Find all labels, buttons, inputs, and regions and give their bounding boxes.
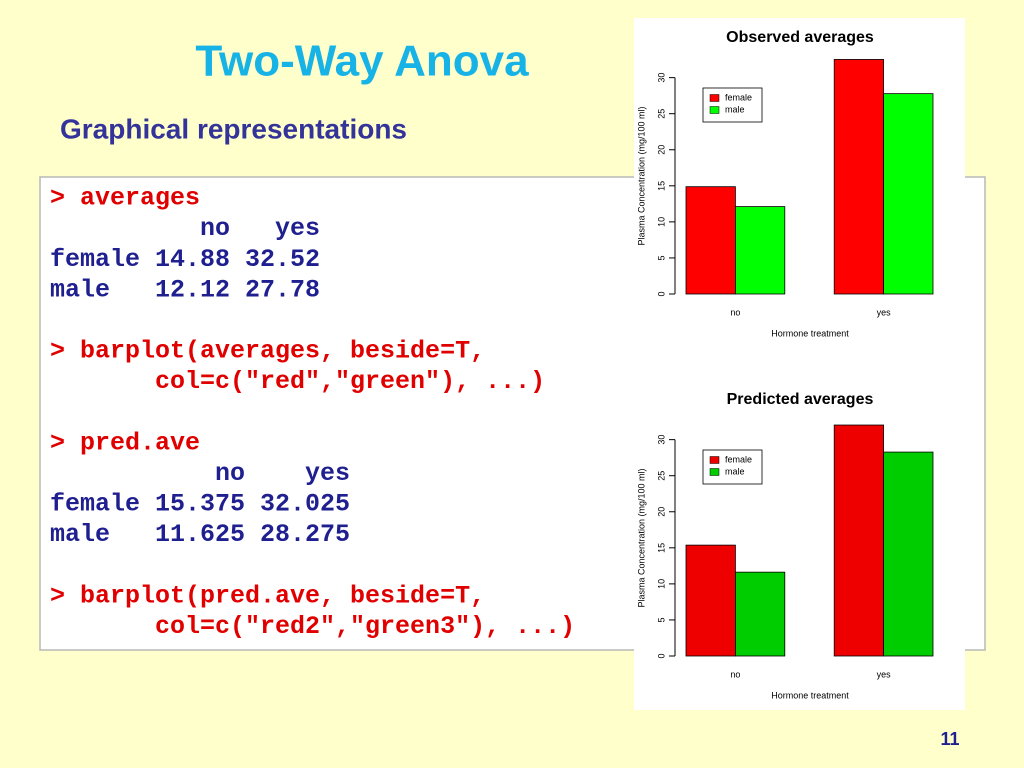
y-tick-label: 30 xyxy=(656,435,666,445)
y-tick-label: 20 xyxy=(656,145,666,155)
code-line: col=c("red2","green3"), ...) xyxy=(50,612,575,641)
code-line: female 15.375 32.025 xyxy=(50,490,350,519)
code-line: female 14.88 32.52 xyxy=(50,245,320,274)
code-line: no yes xyxy=(50,214,320,243)
chart-title: Predicted averages xyxy=(727,391,874,408)
bar xyxy=(833,59,885,295)
chart-title: Observed averages xyxy=(726,29,874,46)
x-axis-label: Hormone treatment xyxy=(771,690,849,700)
y-tick-label: 10 xyxy=(656,217,666,227)
code-line: > barplot(pred.ave, beside=T, xyxy=(50,581,485,610)
y-tick-label: 20 xyxy=(656,507,666,517)
bar xyxy=(685,186,736,295)
y-tick-label: 30 xyxy=(656,73,666,83)
y-tick-label: 15 xyxy=(656,543,666,553)
legend-swatch xyxy=(709,468,720,476)
code-line: col=c("red","green"), ...) xyxy=(50,367,545,396)
bar xyxy=(735,206,786,295)
legend-label: male xyxy=(725,104,745,114)
bar xyxy=(735,571,786,657)
x-tick-label: no xyxy=(730,669,740,679)
y-tick-label: 0 xyxy=(656,291,666,296)
legend-box xyxy=(702,87,763,123)
legend-swatch xyxy=(709,106,720,114)
y-axis-label: Plasma Concentration (mg/100 ml) xyxy=(636,106,646,245)
code-line: > pred.ave xyxy=(50,428,200,457)
legend-swatch xyxy=(709,456,720,464)
legend-swatch xyxy=(709,94,720,102)
x-axis-label: Hormone treatment xyxy=(771,328,849,338)
y-tick-label: 5 xyxy=(656,255,666,260)
code-line: > averages xyxy=(50,184,200,213)
bar xyxy=(883,93,934,295)
y-axis-label: Plasma Concentration (mg/100 ml) xyxy=(636,468,646,607)
x-tick-label: yes xyxy=(877,307,892,317)
x-tick-label: yes xyxy=(877,669,892,679)
code-line: > barplot(averages, beside=T, xyxy=(50,337,485,366)
y-tick-label: 15 xyxy=(656,181,666,191)
y-tick-label: 25 xyxy=(656,109,666,119)
code-line: male 11.625 28.275 xyxy=(50,520,350,549)
legend-label: female xyxy=(725,454,752,464)
y-tick-label: 10 xyxy=(656,579,666,589)
y-tick-label: 5 xyxy=(656,617,666,622)
legend-box xyxy=(702,449,763,485)
bar xyxy=(685,544,736,657)
y-tick-label: 0 xyxy=(656,653,666,658)
code-line: male 12.12 27.78 xyxy=(50,275,320,304)
code-line: no yes xyxy=(50,459,350,488)
x-tick-label: no xyxy=(730,307,740,317)
legend-label: female xyxy=(725,92,752,102)
y-tick-label: 25 xyxy=(656,471,666,481)
slide-title: Two-Way Anova xyxy=(195,37,529,86)
bar xyxy=(883,451,934,657)
legend-label: male xyxy=(725,466,745,476)
slide-subtitle: Graphical representations xyxy=(60,113,407,144)
bar xyxy=(833,424,885,657)
page-number: 11 xyxy=(940,729,959,749)
